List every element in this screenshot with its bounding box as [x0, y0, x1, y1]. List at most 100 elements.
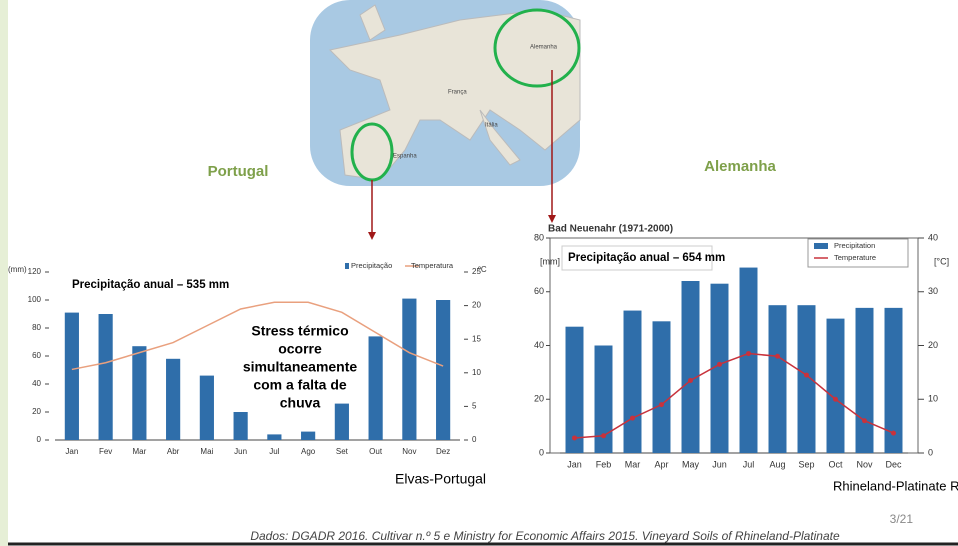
- note-line: ocorre: [278, 341, 322, 357]
- bar: [301, 431, 316, 440]
- caption: Elvas-Portugal: [395, 471, 486, 487]
- note-line: Stress térmico: [251, 323, 348, 339]
- arrow-head: [548, 215, 556, 223]
- y2-axis-label: ºC: [478, 265, 487, 274]
- note-line: simultaneamente: [243, 359, 358, 375]
- bar: [797, 305, 816, 453]
- map-label: França: [448, 90, 467, 96]
- x-tick-label: Oct: [828, 459, 843, 469]
- x-tick-label: Out: [369, 447, 383, 456]
- y2-tick-label: 10: [472, 368, 481, 377]
- temperature-marker: [775, 353, 780, 359]
- note-line: chuva: [280, 395, 321, 411]
- map-label: Alemanha: [530, 45, 558, 51]
- legend-label: Temperatura: [411, 261, 454, 270]
- bar: [267, 434, 282, 440]
- map-land-uk: [359, 4, 386, 41]
- temperature-marker: [746, 351, 751, 357]
- x-tick-label: Set: [336, 447, 349, 456]
- temperature-marker: [862, 418, 867, 424]
- y2-tick-label: 5: [472, 402, 477, 411]
- y-axis-label: (mm): [8, 265, 27, 274]
- bar: [132, 346, 147, 440]
- bar: [884, 307, 903, 453]
- temperature-marker: [659, 402, 664, 408]
- x-tick-label: Sep: [798, 459, 814, 469]
- x-tick-label: Nov: [856, 459, 873, 469]
- temperature-marker: [804, 372, 809, 378]
- bar: [334, 403, 349, 440]
- y2-tick-label: 15: [472, 334, 481, 343]
- x-tick-label: Mar: [132, 447, 146, 456]
- x-tick-label: Aug: [769, 459, 785, 469]
- map: Alemanha França Itália Espanha: [310, 0, 581, 186]
- y-tick-label: 40: [534, 340, 544, 350]
- y-tick-label: 0: [37, 435, 42, 444]
- bar: [402, 298, 417, 440]
- temperature-marker: [572, 435, 577, 441]
- x-tick-label: Dez: [436, 447, 450, 456]
- annotation: Precipitação anual – 654 mm: [568, 252, 725, 264]
- temperature-marker: [601, 433, 606, 439]
- map-label: Espanha: [393, 154, 417, 160]
- y2-tick-label: 0: [472, 435, 477, 444]
- bar: [768, 305, 787, 453]
- x-tick-label: Jan: [65, 447, 78, 456]
- x-tick-label: Abr: [167, 447, 180, 456]
- y2-tick-label: 40: [928, 232, 938, 242]
- y-tick-label: 80: [32, 323, 41, 332]
- note-line: com a falta de: [253, 377, 347, 393]
- arrow-head: [368, 232, 376, 240]
- y2-axis-label: [°C]: [934, 256, 949, 266]
- temperature-line: [71, 301, 444, 371]
- bar: [710, 283, 729, 453]
- temperature-marker: [833, 396, 838, 402]
- y2-tick-label: 30: [928, 286, 938, 296]
- y2-tick-label: 20: [472, 301, 481, 310]
- y-axis-label: [mm]: [540, 256, 560, 266]
- y2-tick-label: 20: [928, 340, 938, 350]
- x-tick-label: Jul: [743, 459, 755, 469]
- y2-tick-label: 25: [472, 267, 481, 276]
- x-tick-label: Jan: [567, 459, 582, 469]
- temperature-marker: [891, 430, 896, 436]
- legend-label: Precipitação: [351, 261, 392, 270]
- y-tick-label: 120: [28, 267, 42, 276]
- y-tick-label: 60: [534, 286, 544, 296]
- page-number: 3/21: [890, 512, 914, 526]
- x-tick-label: Dec: [885, 459, 902, 469]
- legend-label: Temperature: [834, 253, 876, 262]
- x-tick-label: Ago: [301, 447, 316, 456]
- bar: [594, 345, 613, 453]
- x-tick-label: Fev: [99, 447, 112, 456]
- side-strip: [0, 0, 8, 546]
- temperature-line: [574, 352, 894, 439]
- x-tick-label: Jun: [234, 447, 247, 456]
- bar: [436, 300, 451, 440]
- annotation: Precipitação anual – 535 mm: [72, 279, 229, 291]
- x-tick-label: Apr: [654, 459, 668, 469]
- chart-title: Bad Neuenahr (1971-2000): [548, 224, 673, 235]
- bar: [64, 312, 79, 440]
- x-tick-label: May: [682, 459, 700, 469]
- y2-tick-label: 10: [928, 394, 938, 404]
- x-tick-label: Nov: [402, 447, 416, 456]
- bar: [199, 375, 214, 440]
- y-tick-label: 80: [534, 232, 544, 242]
- y-tick-label: 20: [32, 407, 41, 416]
- bar: [681, 281, 700, 453]
- temperature-marker: [717, 361, 722, 367]
- x-tick-label: Mai: [200, 447, 213, 456]
- map-land-italy: [479, 109, 521, 166]
- country-label: Portugal: [208, 163, 269, 180]
- country-label: Alemanha: [704, 158, 776, 175]
- temperature-marker: [688, 377, 693, 383]
- bar: [565, 326, 584, 453]
- caption: Rhineland-Platinate Region: [833, 478, 958, 493]
- bar: [855, 307, 874, 453]
- highlight-germany: [493, 8, 581, 88]
- y2-tick-label: 0: [928, 447, 933, 457]
- y-tick-label: 100: [28, 295, 42, 304]
- x-tick-label: Feb: [596, 459, 612, 469]
